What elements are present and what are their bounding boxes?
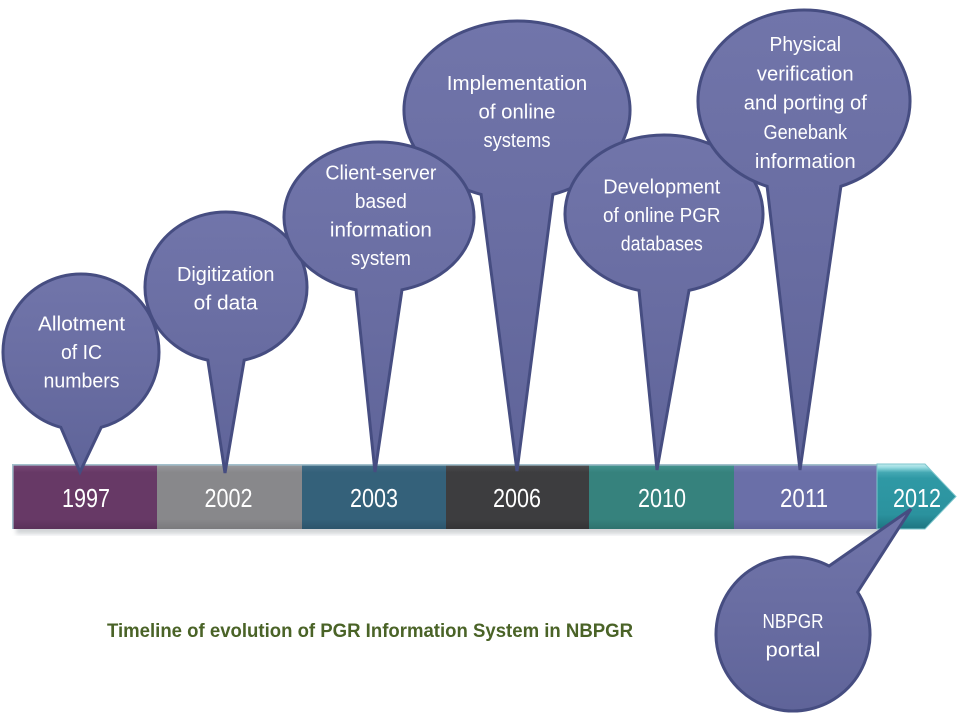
svg-text:verification: verification	[757, 63, 854, 85]
svg-text:Timeline of evolution of PGR I: Timeline of evolution of PGR Information…	[107, 620, 633, 642]
svg-text:and porting of: and porting of	[744, 93, 867, 115]
svg-text:NBPGR: NBPGR	[763, 611, 824, 633]
svg-text:2012: 2012	[893, 483, 941, 513]
svg-text:2002: 2002	[205, 483, 253, 513]
svg-text:systems: systems	[484, 130, 551, 152]
svg-text:of IC: of IC	[61, 342, 102, 364]
svg-text:2006: 2006	[493, 483, 541, 513]
svg-text:Client-server: Client-server	[325, 163, 436, 185]
svg-text:Implementation: Implementation	[447, 73, 588, 95]
svg-text:of online PGR: of online PGR	[603, 205, 721, 227]
svg-text:2011: 2011	[780, 483, 828, 513]
svg-text:Allotment: Allotment	[38, 314, 125, 336]
svg-text:Development: Development	[603, 176, 720, 198]
svg-text:system: system	[351, 248, 411, 270]
svg-text:1997: 1997	[62, 483, 110, 513]
svg-text:2003: 2003	[350, 483, 398, 513]
svg-text:Physical: Physical	[770, 34, 842, 56]
svg-text:information: information	[755, 151, 856, 173]
svg-text:2010: 2010	[638, 483, 686, 513]
svg-text:based: based	[355, 191, 407, 213]
svg-text:Genebank: Genebank	[764, 122, 849, 144]
svg-text:portal: portal	[766, 640, 821, 662]
svg-text:numbers: numbers	[44, 371, 120, 393]
svg-text:Digitization: Digitization	[177, 264, 275, 286]
svg-text:of data: of data	[194, 293, 259, 315]
svg-text:of online: of online	[479, 102, 556, 124]
svg-text:information: information	[330, 220, 432, 242]
svg-text:databases: databases	[621, 233, 703, 255]
